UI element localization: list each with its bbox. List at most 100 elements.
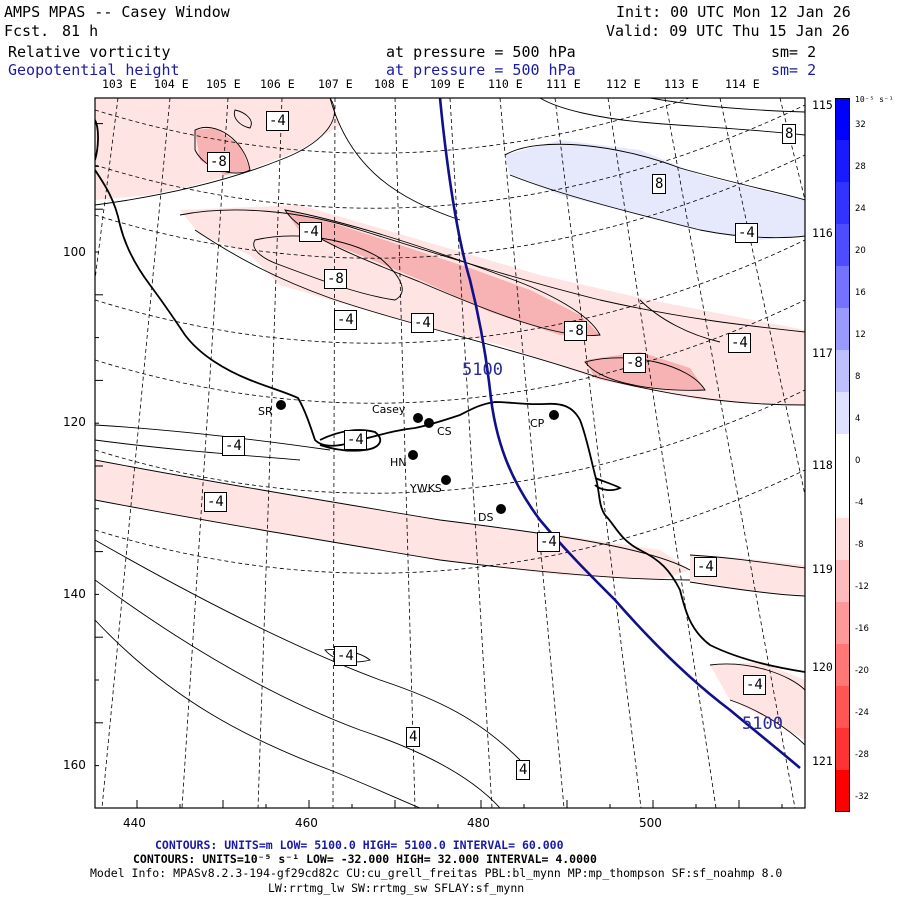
vorticity-contour-label: -8 (623, 353, 646, 373)
latitude-line (95, 239, 805, 344)
colorbar-tick-label: -12 (855, 582, 869, 592)
geopotential-height-contours (438, 98, 801, 769)
contour-line (253, 235, 403, 301)
colorbar-segment (835, 644, 850, 686)
longitude-label-top: 106 E (260, 77, 295, 91)
colorbar-tick-label: -16 (855, 624, 869, 634)
footer-model-info-2: LW:rrtmg_lw SW:rrtmg_sw SFLAY:sf_mynn (268, 881, 525, 895)
contour-line (233, 109, 252, 129)
y-axis-label: 120 (63, 415, 86, 429)
field2-level: at pressure = 500 hPa (386, 61, 576, 79)
station-marker (496, 504, 506, 514)
colorbar-tick-label: 12 (855, 330, 866, 340)
colorbar-segment (835, 350, 850, 392)
vorticity-contour-label: -4 (694, 557, 717, 577)
station-marker (276, 400, 286, 410)
latitude-line (95, 389, 805, 494)
footer-height-contours: CONTOURS: UNITS=m LOW= 5100.0 HIGH= 5100… (155, 838, 564, 852)
colorbar-tick-label: 0 (855, 456, 861, 466)
field1-name: Relative vorticity (8, 43, 171, 61)
longitude-line (719, 98, 805, 497)
latitude-line (95, 98, 691, 154)
colorbar-segment (835, 560, 850, 602)
shade-neg-bottom-right (710, 662, 805, 740)
vorticity-contour-label: -4 (743, 675, 766, 695)
longitude-line (607, 98, 717, 808)
height-contour-label: 5100 (462, 360, 503, 380)
colorbar-tick-label: -4 (855, 498, 864, 508)
colorbar-segment (835, 140, 850, 182)
vorticity-contour-label: 4 (406, 727, 421, 747)
latitude-line (95, 154, 805, 259)
x-axis-label: 460 (295, 816, 318, 830)
latitude-line (95, 299, 805, 404)
colorbar-segment (835, 434, 850, 476)
vorticity-contour-label: -4 (204, 492, 227, 512)
init-time: Init: 00 UTC Mon 12 Jan 26 (616, 3, 851, 21)
valid-time: Valid: 09 UTC Thu 15 Jan 26 (606, 22, 850, 40)
field2-name: Geopotential height (8, 61, 180, 79)
contour-line (95, 98, 335, 206)
contour-line (95, 499, 691, 581)
station-label: DS (478, 511, 494, 524)
contour-line (95, 539, 521, 761)
latitude-line (95, 104, 805, 209)
vorticity-contour-label: -4 (299, 222, 322, 242)
colorbar-tick-label: 32 (855, 120, 866, 130)
longitude-label-top: 103 E (102, 77, 137, 91)
colorbar-segment (835, 308, 850, 350)
colorbar-unit-label: 10⁻⁵ s⁻¹ (855, 95, 894, 104)
forecast-label: Fcst. (4, 22, 50, 40)
longitude-label-top: 107 E (318, 77, 353, 91)
colorbar-tick-label: 4 (855, 414, 861, 424)
colorbar-tick-label: -32 (855, 792, 869, 802)
colorbar-tick-label: 20 (855, 246, 866, 256)
colorbar-segment (835, 392, 850, 434)
contour-line (639, 299, 721, 343)
contour-line (179, 209, 805, 333)
contour-line (95, 459, 691, 571)
colorbar-tick-label: -28 (855, 750, 869, 760)
vorticity-contour-label: 8 (782, 124, 797, 144)
shade-neg-right-low (690, 555, 805, 595)
longitude-line (499, 98, 565, 808)
field2-smoothing: sm= 2 (771, 61, 817, 79)
colorbar-segment (835, 602, 850, 644)
y-axis-label: 140 (63, 587, 86, 601)
contour-line (649, 98, 805, 113)
vorticity-contour-label: -4 (266, 111, 289, 131)
latitude-line (95, 469, 805, 574)
vorticity-contour-label: -4 (411, 313, 434, 333)
colorbar-segment (835, 686, 850, 728)
contour-line (194, 229, 805, 406)
longitude-label-top: 112 E (606, 77, 641, 91)
vorticity-contour-label: -4 (344, 430, 367, 450)
longitude-label-top: 104 E (154, 77, 189, 91)
colorbar-segment (835, 476, 850, 518)
vorticity-contour-label: -4 (735, 223, 758, 243)
longitude-line (554, 98, 642, 808)
longitude-line (257, 98, 283, 808)
longitude-label-top: 109 E (430, 77, 465, 91)
colorbar-tick-label: -24 (855, 708, 869, 718)
colorbar-tick-label: -20 (855, 666, 869, 676)
longitude-line (101, 98, 171, 808)
colorbar-segment (835, 224, 850, 266)
vorticity-contour-label: 8 (652, 174, 667, 194)
colorbar-segment (835, 182, 850, 224)
forecast-hour: 81 h (62, 22, 99, 40)
contour-line (95, 439, 301, 461)
contour-line (729, 699, 805, 746)
vorticity-contour-label: -4 (537, 532, 560, 552)
longitude-line (664, 98, 796, 808)
colorbar-segment (835, 770, 850, 812)
field1-smoothing: sm= 2 (771, 43, 817, 61)
contour-line (504, 143, 805, 201)
station-label: CS (437, 425, 452, 438)
colorbar-segment (835, 266, 850, 308)
y-axis-label: 160 (63, 758, 86, 772)
longitude-line (95, 98, 119, 283)
station-marker (441, 475, 451, 485)
shade-neg-core-1 (285, 210, 600, 335)
